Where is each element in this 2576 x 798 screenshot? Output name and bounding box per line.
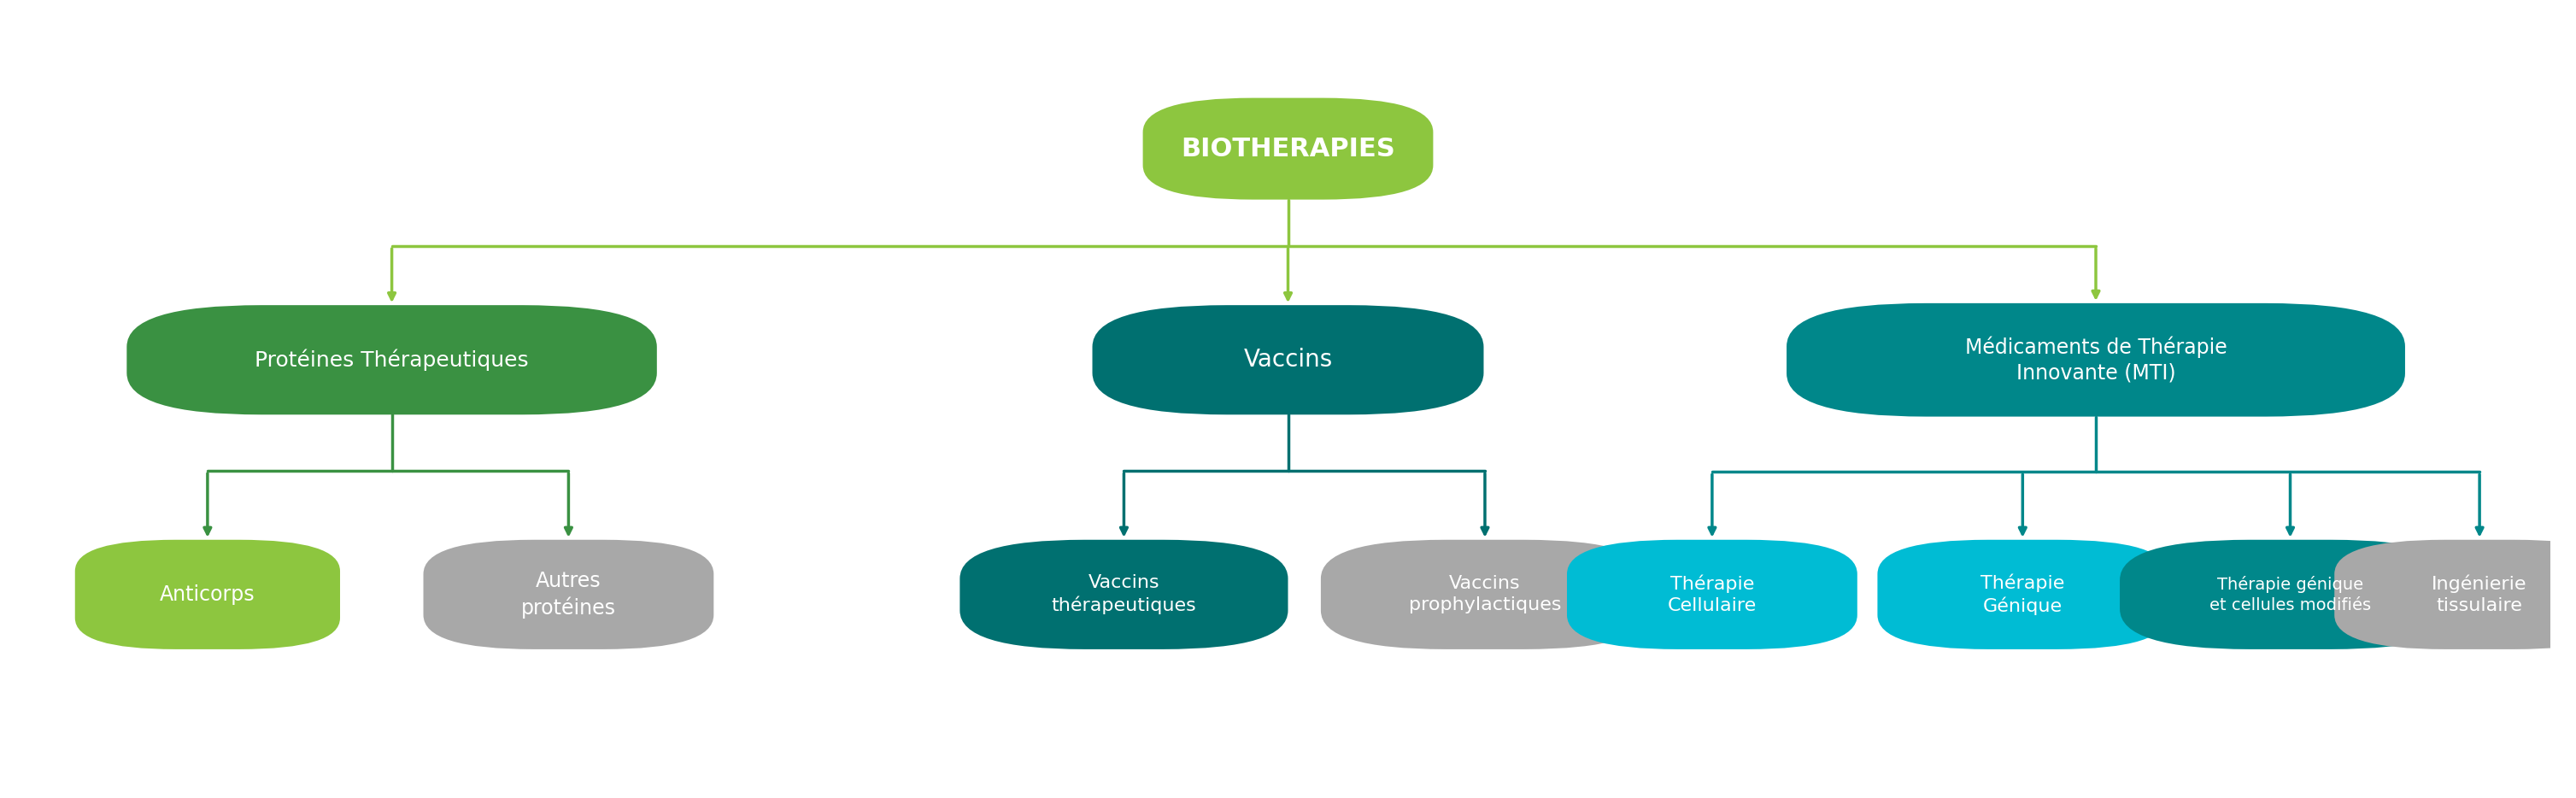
FancyBboxPatch shape	[961, 539, 1288, 650]
Text: Thérapie
Cellulaire: Thérapie Cellulaire	[1667, 575, 1757, 614]
Text: Thérapie
Génique: Thérapie Génique	[1981, 574, 2063, 615]
Text: Autres
protéines: Autres protéines	[520, 571, 616, 618]
Text: Vaccins: Vaccins	[1244, 348, 1332, 372]
Text: Médicaments de Thérapie
Innovante (MTI): Médicaments de Thérapie Innovante (MTI)	[1965, 336, 2226, 384]
Text: Protéines Thérapeutiques: Protéines Thérapeutiques	[255, 349, 528, 371]
Text: Anticorps: Anticorps	[160, 584, 255, 605]
Text: Thérapie génique
et cellules modifiés: Thérapie génique et cellules modifiés	[2210, 576, 2370, 613]
FancyBboxPatch shape	[1878, 539, 2169, 650]
FancyBboxPatch shape	[2120, 539, 2460, 650]
Text: Ingénierie
tissulaire: Ingénierie tissulaire	[2432, 575, 2527, 614]
FancyBboxPatch shape	[75, 539, 340, 650]
FancyBboxPatch shape	[1321, 539, 1649, 650]
FancyBboxPatch shape	[1144, 98, 1432, 200]
FancyBboxPatch shape	[126, 305, 657, 415]
FancyBboxPatch shape	[1092, 305, 1484, 415]
FancyBboxPatch shape	[1566, 539, 1857, 650]
FancyBboxPatch shape	[2334, 539, 2576, 650]
FancyBboxPatch shape	[1788, 303, 2406, 417]
Text: BIOTHERAPIES: BIOTHERAPIES	[1180, 136, 1396, 161]
Text: Vaccins
thérapeutiques: Vaccins thérapeutiques	[1051, 575, 1195, 614]
FancyBboxPatch shape	[422, 539, 714, 650]
Text: Vaccins
prophylactiques: Vaccins prophylactiques	[1409, 575, 1561, 614]
